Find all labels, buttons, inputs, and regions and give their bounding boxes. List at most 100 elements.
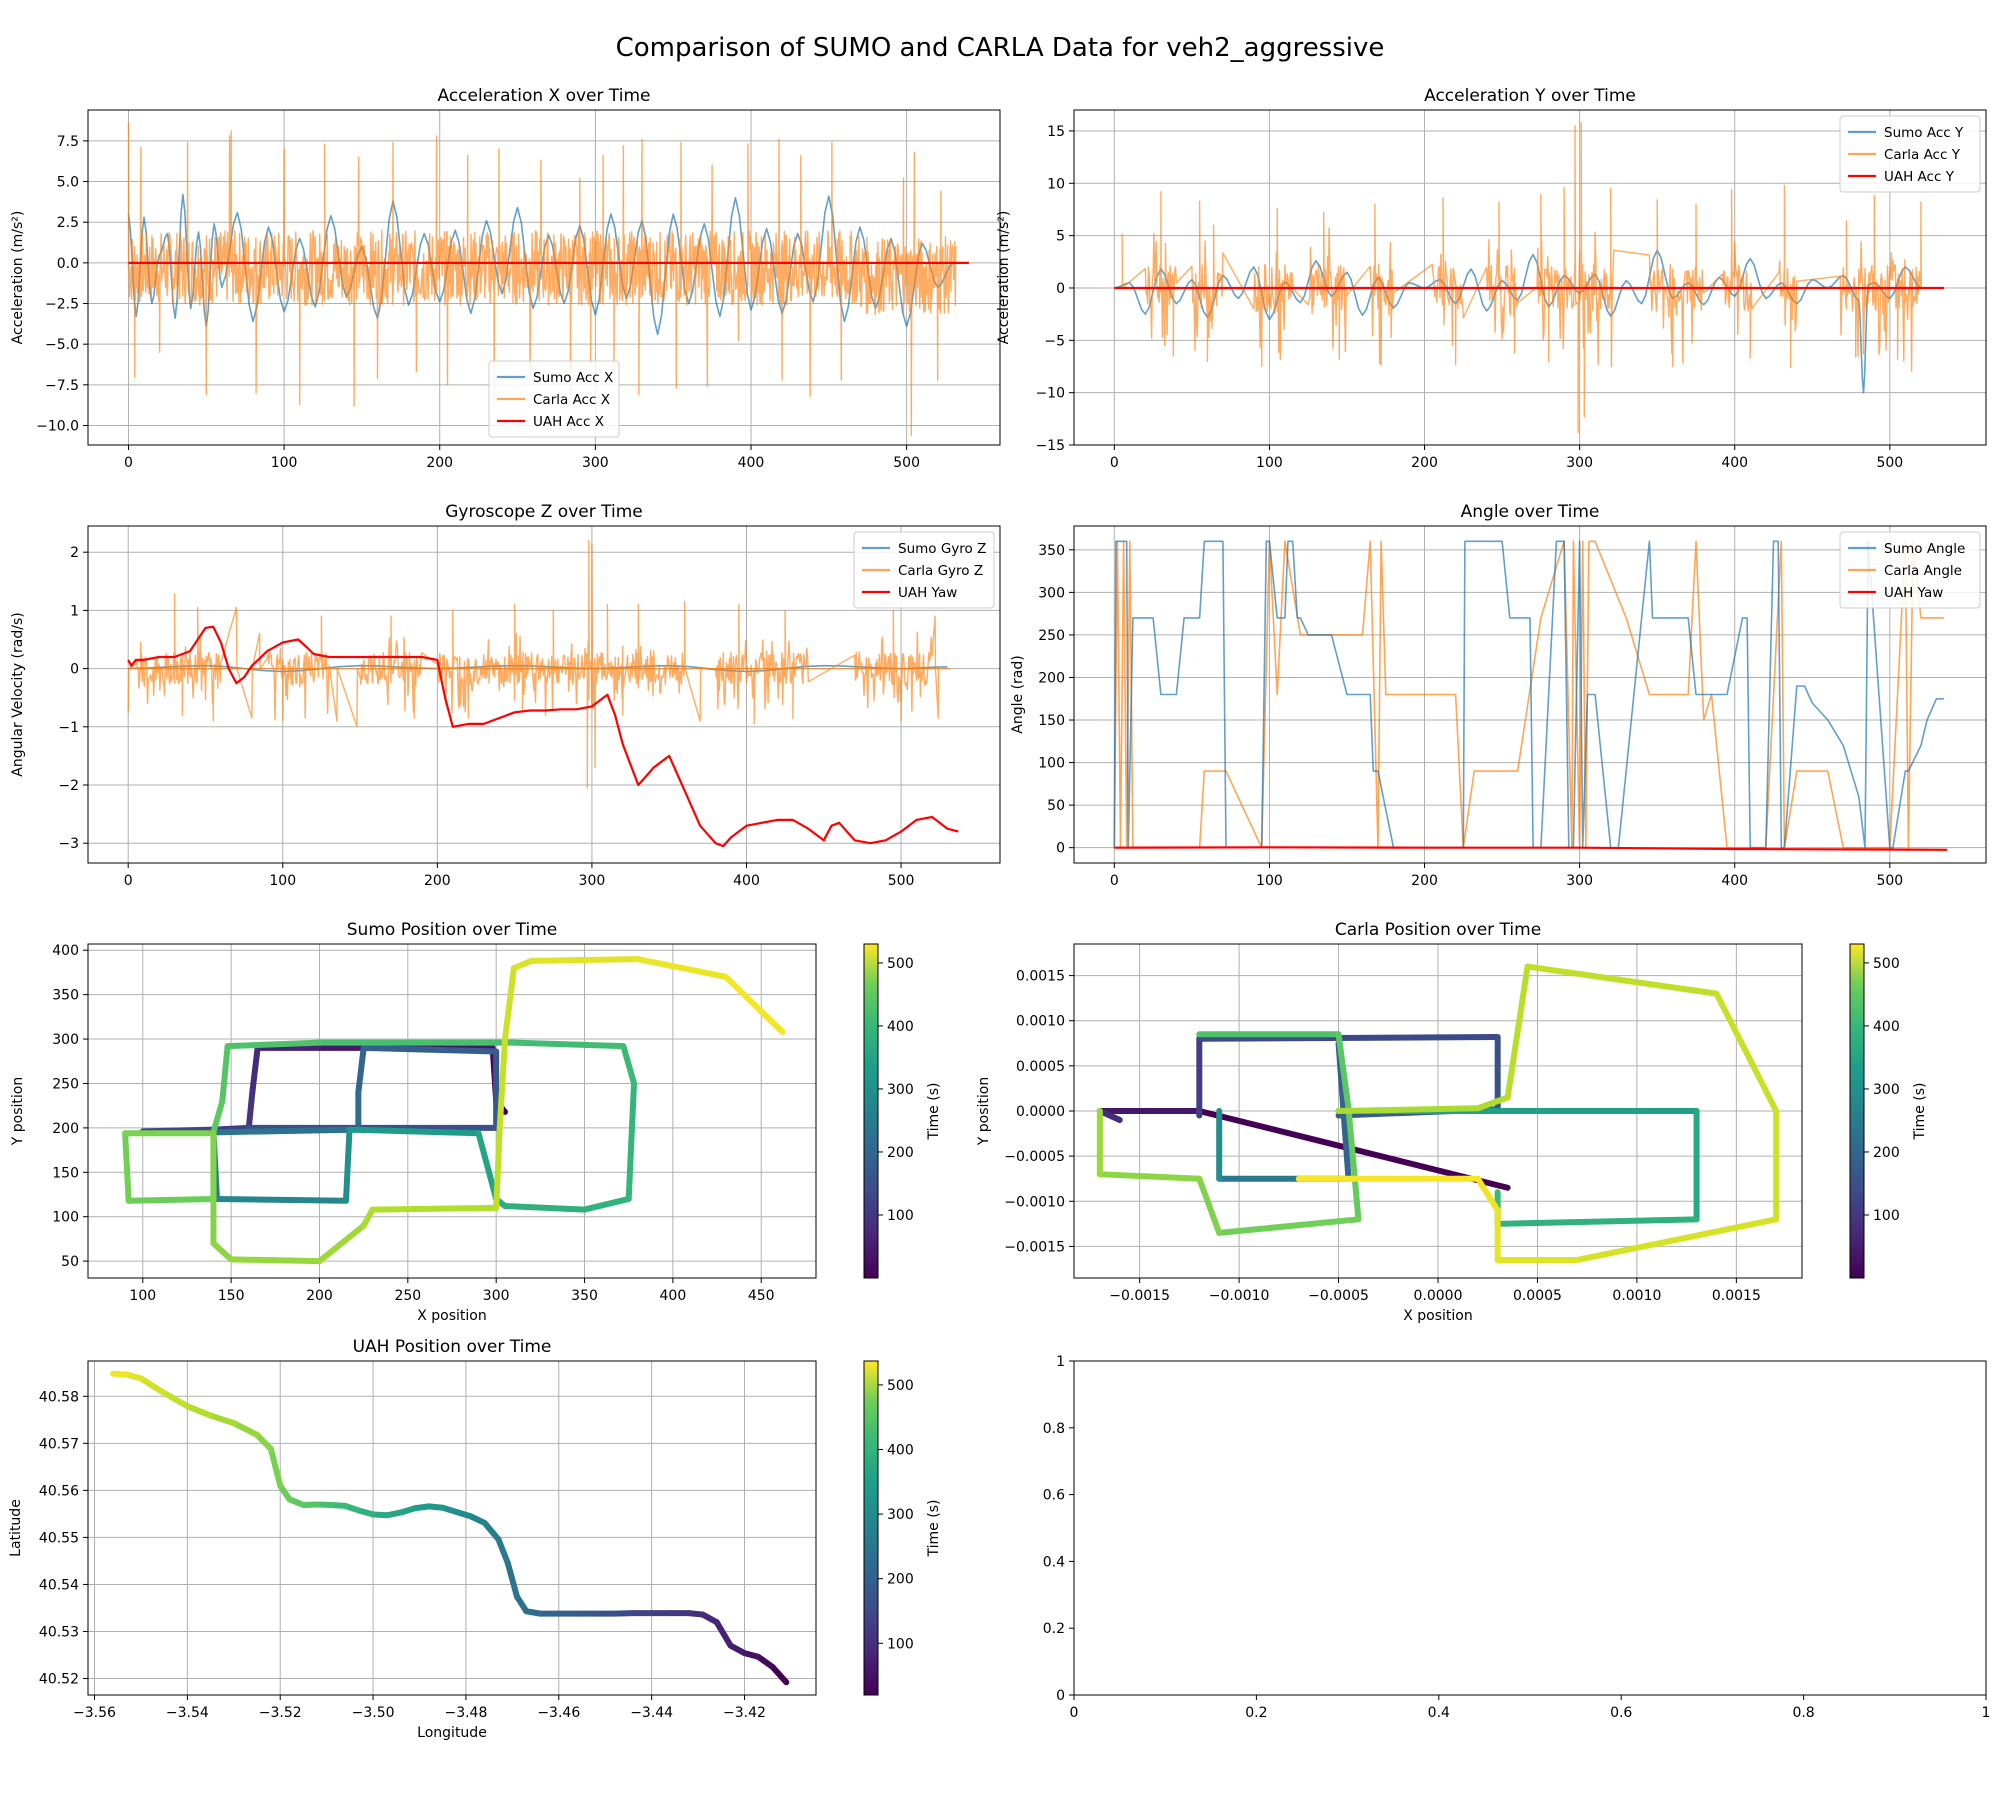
x-axis-label: Longitude bbox=[417, 1725, 487, 1741]
legend-label: Carla Angle bbox=[1884, 563, 1962, 579]
y-axis-label: Y position bbox=[976, 1077, 992, 1146]
y-tick-label: −3 bbox=[58, 836, 79, 852]
y-tick-label: 0.2 bbox=[1043, 1621, 1065, 1637]
trajectory-segment bbox=[245, 1089, 256, 1131]
trajectory-segment bbox=[1524, 963, 1720, 997]
colorbar-tick-label: 300 bbox=[887, 1507, 914, 1523]
trajectory-segment bbox=[213, 1195, 349, 1204]
trajectory-segment bbox=[1196, 1175, 1223, 1236]
y-tick-label: 0 bbox=[70, 662, 79, 678]
carla-series-line bbox=[1113, 540, 1945, 849]
colorbar-label: Time (s) bbox=[926, 1500, 942, 1558]
legend-label: Sumo Acc X bbox=[533, 370, 613, 386]
y-tick-label: −10 bbox=[1035, 386, 1065, 402]
y-axis-label: Angle (rad) bbox=[1010, 655, 1026, 733]
panel-angle: 0 100 200 300 400 500 0 50 100 150 200 250 300 350 Ang… bbox=[1010, 502, 1987, 889]
x-tick-label: −0.0010 bbox=[1209, 1288, 1270, 1304]
y-axis-label: Latitude bbox=[8, 1499, 24, 1557]
y-tick-label: 40.57 bbox=[39, 1436, 79, 1452]
y-tick-label: 350 bbox=[52, 988, 79, 1004]
y-tick-label: 40.53 bbox=[39, 1624, 79, 1640]
x-tick-label: 1 bbox=[1982, 1705, 1991, 1721]
x-tick-label: −0.0015 bbox=[1109, 1288, 1170, 1304]
colorbar-tick-label: 100 bbox=[887, 1208, 914, 1224]
y-tick-label: 0 bbox=[1056, 841, 1065, 857]
x-tick-label: 0 bbox=[1070, 1705, 1079, 1721]
colorbar-tick-label: 100 bbox=[1873, 1208, 1900, 1224]
x-tick-label: 0.0015 bbox=[1712, 1288, 1761, 1304]
x-tick-label: 400 bbox=[660, 1288, 687, 1304]
x-tick-label: 400 bbox=[738, 455, 765, 471]
x-axis-label: X position bbox=[1403, 1308, 1473, 1324]
colorbar-tick-label: 200 bbox=[887, 1572, 914, 1588]
trajectory-segment bbox=[634, 956, 729, 980]
trajectory-segment bbox=[713, 1619, 734, 1649]
y-tick-label: −15 bbox=[1035, 438, 1065, 454]
plot-area bbox=[1114, 121, 1945, 434]
trajectory-segment bbox=[360, 1206, 376, 1229]
plot-area bbox=[110, 1370, 790, 1686]
chart-title: Acceleration X over Time bbox=[437, 86, 650, 106]
y-tick-label: 10 bbox=[1047, 176, 1065, 192]
y-tick-label: −2.5 bbox=[45, 297, 79, 313]
trajectory-segment bbox=[1096, 1171, 1203, 1182]
x-tick-label: −3.46 bbox=[537, 1705, 580, 1721]
trajectory-segment bbox=[122, 1130, 132, 1204]
y-tick-label: 0.8 bbox=[1043, 1421, 1065, 1437]
trajectory-segment bbox=[346, 1126, 482, 1137]
y-tick-label: 250 bbox=[52, 1076, 79, 1092]
legend-label: Sumo Gyro Z bbox=[898, 541, 986, 557]
plot-area bbox=[1096, 963, 1780, 1263]
y-tick-label: 150 bbox=[1038, 713, 1065, 729]
trajectory-segment bbox=[1713, 990, 1780, 1114]
colorbar-tick-label: 500 bbox=[887, 956, 914, 972]
colorbar-label: Time (s) bbox=[1912, 1083, 1928, 1141]
x-tick-label: −3.56 bbox=[73, 1705, 116, 1721]
legend-label: UAH Acc X bbox=[533, 414, 604, 430]
trajectory-segment bbox=[161, 1389, 191, 1410]
legend-label: Carla Acc Y bbox=[1884, 147, 1961, 163]
trajectory-segment bbox=[1574, 1216, 1780, 1263]
y-tick-label: 400 bbox=[52, 943, 79, 959]
x-tick-label: −3.50 bbox=[352, 1705, 395, 1721]
x-tick-label: −3.48 bbox=[444, 1705, 487, 1721]
colorbar bbox=[1849, 943, 1865, 1279]
trajectory-segment bbox=[1335, 1031, 1352, 1112]
x-tick-label: 100 bbox=[269, 873, 296, 889]
y-tick-label: 40.58 bbox=[39, 1389, 79, 1405]
y-axis-label: Acceleration (m/s²) bbox=[10, 211, 26, 345]
colorbar-carla_pos: 100 200 300 400 500 Time (s) bbox=[1849, 943, 1928, 1279]
x-tick-label: −0.0005 bbox=[1308, 1288, 1369, 1304]
trajectory-segment bbox=[510, 1039, 627, 1050]
trajectory-segment bbox=[249, 1044, 261, 1096]
trajectory-segment bbox=[210, 1098, 226, 1136]
y-tick-label: 2 bbox=[70, 545, 79, 561]
trajectory-segment bbox=[510, 957, 535, 971]
y-tick-label: −0.0015 bbox=[1004, 1239, 1065, 1255]
chart-title: Acceleration Y over Time bbox=[1424, 86, 1636, 106]
y-tick-label: −5.0 bbox=[45, 337, 79, 353]
legend-frame bbox=[853, 531, 995, 609]
panel-gyro: 0 100 200 300 400 500 −3 −2 −1 0 1 2 Gyroscope Z ove… bbox=[10, 502, 1001, 889]
panel-empty: 0 0.2 0.4 0.6 0.8 1 0 0.2 0.4 0.6 0.8 1 bbox=[1043, 1354, 1991, 1721]
x-tick-label: 0.8 bbox=[1792, 1705, 1814, 1721]
x-tick-label: 150 bbox=[218, 1288, 245, 1304]
y-tick-label: 0.6 bbox=[1043, 1488, 1065, 1504]
y-tick-label: 5 bbox=[1056, 229, 1065, 245]
legend: Sumo Gyro Z Carla Gyro Z UAH Yaw bbox=[853, 531, 995, 609]
trajectory-segment bbox=[267, 1445, 284, 1489]
uah-series-line bbox=[1114, 846, 1948, 851]
colorbar-tick-label: 400 bbox=[887, 1443, 914, 1459]
y-tick-label: 0.4 bbox=[1043, 1554, 1065, 1570]
sumo-series-line bbox=[1114, 249, 1937, 394]
colorbar-tick-label: 400 bbox=[887, 1019, 914, 1035]
panel-uah_pos: −3.56 −3.54 −3.52 −3.50 −3.48 −3.46 −3.44 −3.42… bbox=[8, 1337, 817, 1741]
x-tick-label: 100 bbox=[1256, 455, 1283, 471]
trajectory-segment bbox=[110, 1370, 130, 1378]
x-tick-label: −3.52 bbox=[259, 1705, 302, 1721]
carla-series-line bbox=[127, 539, 940, 789]
x-tick-label: 200 bbox=[1411, 455, 1438, 471]
y-tick-label: 40.56 bbox=[39, 1483, 79, 1499]
x-tick-label: 0.2 bbox=[1245, 1705, 1267, 1721]
